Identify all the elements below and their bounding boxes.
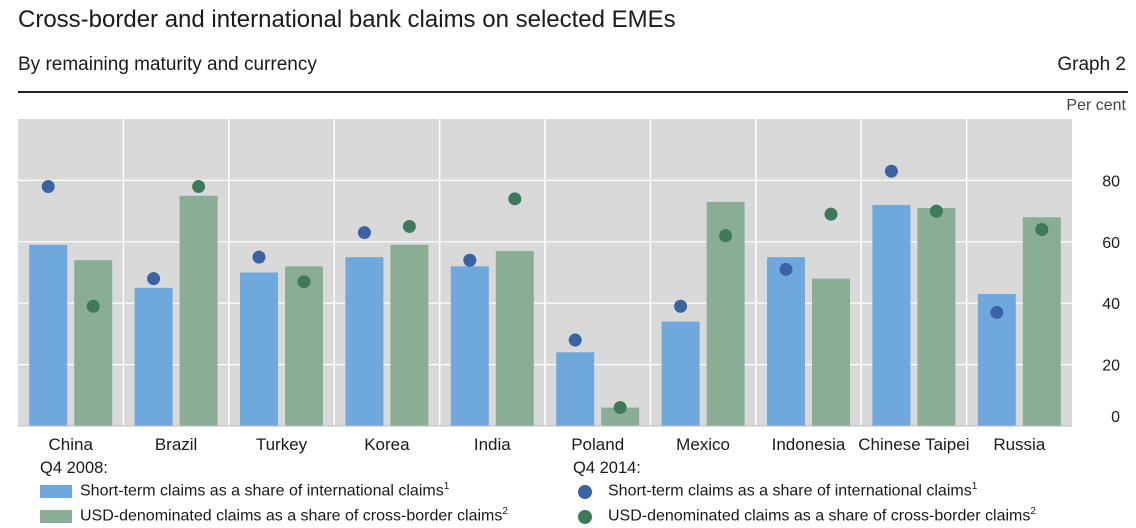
bar-usd-2008: [495, 251, 534, 426]
bar-usd-2008: [917, 208, 956, 426]
dot-usd-2014: [508, 192, 522, 206]
bar-short-term-2008: [345, 257, 384, 426]
dot-usd-2014: [824, 207, 838, 221]
chart-title: Cross-border and international bank clai…: [18, 6, 676, 33]
bar-short-term-2008: [450, 266, 489, 426]
dot-short-term-2014: [41, 180, 55, 194]
x-tick-label: Russia: [993, 435, 1046, 454]
legend-footnote-2: 2: [1030, 506, 1036, 517]
y-tick-label: 60: [1102, 235, 1120, 252]
x-tick-label: Poland: [571, 435, 624, 454]
legend-swatch-usd-dot: [578, 510, 592, 524]
chart-subtitle: By remaining maturity and currency: [18, 54, 317, 75]
dot-short-term-2014: [674, 299, 688, 313]
y-tick-label: 80: [1102, 173, 1120, 190]
dot-short-term-2014: [252, 250, 266, 264]
dot-short-term-2014: [463, 253, 477, 267]
bar-usd-2008: [179, 195, 218, 426]
bar-short-term-2008: [240, 272, 278, 426]
legend-swatch-short-term-bar: [40, 485, 72, 498]
dot-short-term-2014: [147, 272, 161, 286]
bar-short-term-2008: [29, 244, 68, 426]
bar-short-term-2008: [134, 287, 173, 426]
x-tick-label: Brazil: [155, 435, 198, 454]
y-axis-unit: Per cent: [1066, 97, 1126, 114]
bar-usd-2008: [74, 260, 113, 426]
bar-short-term-2008: [767, 257, 805, 426]
bar-usd-2008: [812, 278, 850, 426]
legend-label-short-term-2008: Short-term claims as a share of internat…: [80, 482, 444, 500]
bar-usd-2008: [285, 266, 323, 426]
dot-short-term-2014: [990, 305, 1004, 319]
x-tick-label: Turkey: [256, 435, 308, 454]
y-tick-label: 40: [1102, 296, 1120, 313]
dot-usd-2014: [1035, 223, 1049, 237]
legend-swatch-usd-bar: [40, 510, 72, 523]
dot-short-term-2014: [779, 262, 793, 276]
dot-usd-2014: [402, 219, 416, 233]
legend-swatch-short-term-dot: [578, 485, 592, 499]
dot-short-term-2014: [568, 333, 582, 347]
legend-label-usd-2008: USD-denominated claims as a share of cro…: [80, 507, 503, 525]
dot-usd-2014: [613, 401, 627, 415]
x-tick-label: Mexico: [676, 435, 730, 454]
legend-left-heading: Q4 2008:: [40, 459, 108, 477]
bar-usd-2008: [1022, 217, 1061, 426]
legend-label-short-term-2014: Short-term claims as a share of internat…: [608, 482, 972, 500]
bar-short-term-2008: [661, 321, 700, 426]
dot-usd-2014: [86, 299, 100, 313]
dot-usd-2014: [929, 204, 943, 218]
legend-footnote-2: 2: [502, 506, 508, 517]
x-tick-label: Indonesia: [772, 435, 846, 454]
graph-number: Graph 2: [1057, 54, 1126, 75]
dot-usd-2014: [192, 180, 206, 194]
header-rule: [18, 91, 1128, 93]
legend-label-usd-2014: USD-denominated claims as a share of cro…: [608, 507, 1031, 525]
legend-footnote-1: 1: [443, 481, 450, 492]
bar-usd-2008: [390, 244, 429, 426]
dot-usd-2014: [297, 275, 311, 289]
bar-short-term-2008: [556, 352, 595, 426]
bar-short-term-2008: [872, 204, 911, 426]
legend-footnote-1: 1: [971, 481, 978, 492]
dot-short-term-2014: [884, 164, 898, 178]
y-tick-label: 0: [1111, 409, 1120, 426]
dot-usd-2014: [719, 229, 733, 243]
x-tick-label: Korea: [364, 435, 410, 454]
bar-usd-2008: [601, 407, 640, 426]
legend-right-heading: Q4 2014:: [573, 459, 641, 477]
dot-short-term-2014: [357, 226, 371, 240]
y-tick-label: 20: [1102, 358, 1120, 375]
x-tick-label: India: [474, 435, 511, 454]
x-tick-label: Chinese Taipei: [858, 435, 969, 454]
x-tick-label: China: [48, 435, 93, 454]
